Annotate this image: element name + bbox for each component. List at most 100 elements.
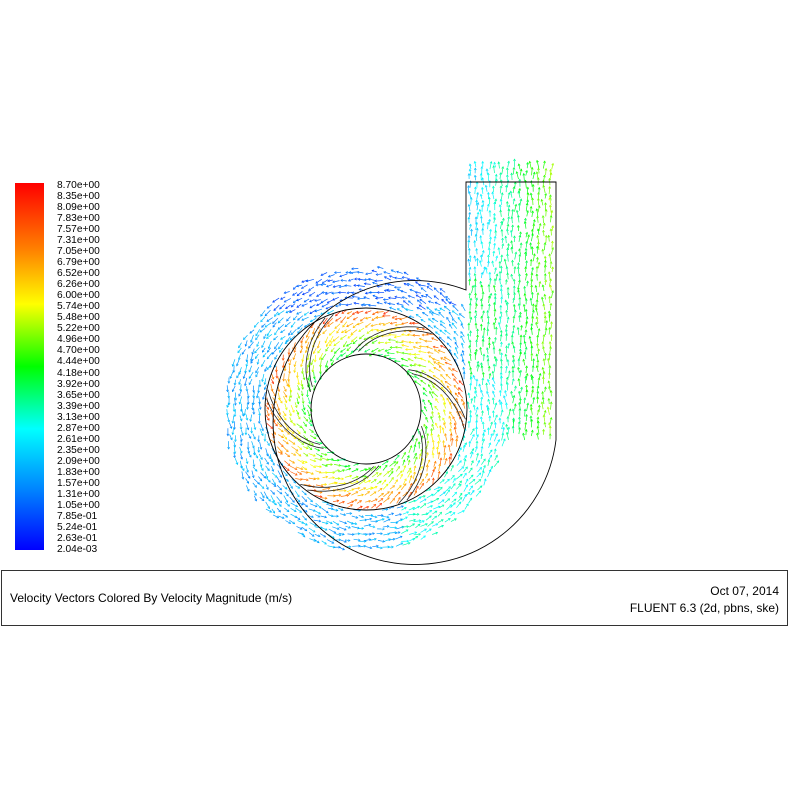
velocity-vector-head — [425, 472, 428, 476]
velocity-vector-head — [408, 315, 412, 319]
velocity-vector — [537, 426, 540, 434]
velocity-vector-head — [399, 535, 403, 539]
velocity-vector — [506, 310, 508, 317]
velocity-vector — [427, 351, 434, 354]
velocity-vector-head — [416, 277, 419, 280]
velocity-vector-head — [293, 364, 297, 368]
velocity-vector — [444, 329, 451, 335]
velocity-vector — [314, 308, 323, 312]
velocity-vector — [513, 346, 516, 353]
velocity-vector-head — [537, 377, 541, 381]
velocity-vector — [309, 538, 317, 542]
velocity-vector — [266, 478, 271, 483]
velocity-vector — [494, 224, 497, 231]
velocity-vector-head — [518, 401, 521, 405]
velocity-vector-head — [477, 364, 480, 367]
velocity-vector-head — [500, 383, 503, 386]
velocity-vector-head — [281, 358, 285, 361]
velocity-vector — [351, 515, 358, 519]
velocity-vector-head — [325, 306, 329, 310]
velocity-vector-head — [297, 431, 301, 435]
velocity-vector-head — [511, 369, 515, 373]
velocity-vector — [493, 217, 496, 224]
velocity-vector-head — [428, 318, 431, 321]
velocity-vector-head — [523, 397, 527, 400]
velocity-vector-head — [358, 544, 361, 548]
velocity-vector-head — [426, 306, 429, 310]
velocity-vector — [488, 454, 492, 461]
velocity-vector-head — [480, 396, 484, 400]
velocity-vector — [524, 221, 527, 229]
velocity-vector-head — [452, 483, 456, 486]
velocity-vector — [382, 460, 389, 466]
velocity-vector-head — [414, 531, 418, 535]
velocity-vector — [241, 471, 244, 480]
velocity-vector-head — [481, 470, 485, 474]
velocity-vector — [395, 346, 403, 349]
velocity-vector-head — [429, 390, 432, 394]
velocity-vector — [394, 360, 401, 362]
velocity-vector-head — [493, 242, 496, 246]
velocity-vector-head — [303, 412, 306, 415]
velocity-vector — [464, 478, 469, 485]
velocity-vector — [309, 503, 318, 508]
velocity-vector — [273, 304, 280, 311]
velocity-vector — [377, 540, 385, 542]
velocity-vector-head — [447, 489, 450, 493]
velocity-vector — [363, 524, 371, 527]
velocity-vector-head — [439, 457, 443, 461]
velocity-vector-head — [468, 339, 472, 343]
velocity-vector-head — [261, 345, 264, 349]
velocity-vector-head — [242, 376, 246, 379]
velocity-vector-head — [264, 369, 267, 373]
velocity-vector — [370, 486, 378, 490]
velocity-vector — [421, 295, 428, 298]
velocity-vector — [333, 464, 341, 466]
velocity-vector — [427, 283, 433, 288]
velocity-vector — [439, 336, 446, 343]
velocity-vector — [359, 487, 366, 492]
velocity-vector-head — [479, 323, 483, 327]
velocity-vector-head — [476, 202, 480, 205]
velocity-vector — [353, 316, 358, 321]
velocity-vector-head — [481, 377, 485, 381]
velocity-vector-head — [495, 414, 498, 418]
velocity-vector-head — [231, 420, 235, 424]
velocity-vector-head — [473, 186, 477, 190]
velocity-vector-head — [406, 373, 410, 376]
velocity-vector — [522, 433, 526, 441]
velocity-vector-head — [472, 478, 476, 482]
velocity-vector-head — [517, 190, 521, 194]
velocity-vector — [264, 384, 268, 390]
velocity-vector — [525, 170, 528, 176]
velocity-vector — [258, 396, 261, 404]
velocity-vector — [507, 359, 509, 366]
velocity-vector — [338, 546, 345, 551]
velocity-vector-head — [535, 208, 539, 211]
velocity-vector — [296, 297, 303, 301]
velocity-vector-head — [475, 199, 478, 203]
velocity-vector — [453, 403, 459, 411]
velocity-vector — [364, 480, 371, 484]
velocity-vector — [271, 378, 274, 384]
velocity-vector-head — [249, 330, 253, 334]
velocity-vector-head — [471, 285, 475, 288]
velocity-vector-head — [494, 402, 498, 406]
velocity-vector — [530, 267, 534, 275]
velocity-vector-head — [418, 453, 422, 456]
velocity-vector-head — [442, 397, 446, 401]
velocity-vector-head — [292, 521, 296, 525]
velocity-vector-head — [459, 460, 462, 463]
velocity-vector — [310, 464, 316, 468]
velocity-vector-head — [549, 204, 552, 208]
velocity-vector-head — [489, 292, 493, 296]
velocity-vector — [451, 318, 458, 324]
velocity-vector — [312, 365, 315, 372]
velocity-vector — [475, 407, 479, 415]
velocity-vector — [542, 284, 545, 291]
velocity-vector — [243, 335, 248, 340]
velocity-vector-head — [427, 300, 431, 304]
velocity-vector — [458, 493, 463, 498]
velocity-vector — [248, 378, 253, 385]
velocity-vector-head — [480, 365, 484, 368]
